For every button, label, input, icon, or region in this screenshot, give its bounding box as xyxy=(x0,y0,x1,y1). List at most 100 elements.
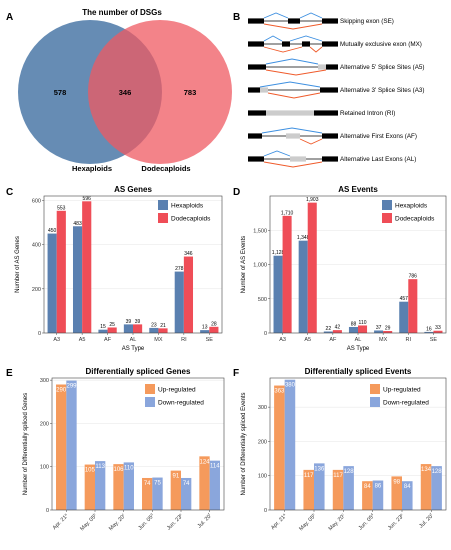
exon-block xyxy=(320,87,338,93)
venn-right-name: Dodecaploids xyxy=(141,164,190,173)
x-tick-superscript: f xyxy=(207,512,211,516)
bar xyxy=(200,330,210,333)
bar xyxy=(273,255,283,333)
bar-value-label: 16 xyxy=(426,326,432,332)
bar xyxy=(123,462,134,510)
y-axis-label: Number of Differentially spliced Events xyxy=(241,393,247,496)
legend-label: Up-regulated xyxy=(383,387,421,394)
bar xyxy=(362,481,373,510)
bar-value-label: 91 xyxy=(172,474,179,480)
x-tick-label: Jul. 20f xyxy=(196,512,213,529)
bar xyxy=(142,477,153,510)
exon-block xyxy=(248,156,264,162)
legend-label: Down-regulated xyxy=(158,400,204,407)
exon-block xyxy=(248,18,264,24)
x-tick-label: Apr. 21a xyxy=(51,512,70,531)
chart-title: Differentially spliced Events xyxy=(305,367,412,376)
bar-value-label: 21 xyxy=(160,323,166,329)
bar-value-label: 113 xyxy=(95,464,105,470)
x-tick-superscript: e xyxy=(399,512,403,516)
bar-value-label: 37 xyxy=(376,325,382,331)
exon-block xyxy=(282,41,290,47)
panel-label-d: D xyxy=(233,187,240,198)
bar xyxy=(399,301,409,333)
bar-value-label: 75 xyxy=(154,481,161,487)
bar xyxy=(372,480,384,510)
bar xyxy=(314,463,325,510)
bar xyxy=(383,331,393,333)
x-tick-superscript: b xyxy=(311,512,315,516)
splice-junction xyxy=(261,127,323,134)
splice-event-row: Alternative 3' Splice Sites (A3) xyxy=(248,81,425,99)
bar xyxy=(391,476,402,510)
bar xyxy=(420,464,432,510)
bar xyxy=(284,379,296,510)
bar-value-label: 363 xyxy=(274,389,285,395)
splice-junction xyxy=(267,92,321,99)
bar-value-label: 110 xyxy=(124,465,134,471)
y-axis-label: Number of AS Genes xyxy=(15,236,21,293)
splice-junction xyxy=(309,46,323,53)
bar-value-label: 86 xyxy=(375,484,382,490)
splice-event-row: Alternative 5' Splice Sites (A5) xyxy=(248,58,425,76)
bar xyxy=(298,240,308,333)
bar-value-label: 39 xyxy=(135,319,141,325)
chart-ds-events: Differentially spliced Events 0 100 200 300 3… xyxy=(241,367,447,532)
y-tick-label: 100 xyxy=(40,465,49,471)
splice-event-row: Alternative Last Exons (AL) xyxy=(248,150,416,168)
bar-value-label: 1,348 xyxy=(297,235,310,241)
bar xyxy=(209,326,219,333)
bar-value-label: 457 xyxy=(400,296,409,302)
x-tick-superscript: c xyxy=(341,512,345,516)
bar-value-label: 39 xyxy=(126,319,132,325)
bar xyxy=(84,464,95,510)
bar-value-label: 84 xyxy=(404,484,411,490)
bar xyxy=(174,271,184,333)
chart-as-genes: AS Genes 0 200 400 600 450 553 A3 483 596 A5 15 25 AF… xyxy=(15,185,223,352)
y-tick-label: 600 xyxy=(32,198,41,204)
exon-block xyxy=(314,110,338,116)
splice-event-row: Skipping exon (SE) xyxy=(248,12,394,30)
y-axis-label: Number of Differentially spliced Genes xyxy=(23,393,29,495)
x-axis-label: AS Type xyxy=(347,346,370,352)
exon-block xyxy=(248,41,264,47)
bar xyxy=(66,380,77,510)
x-tick-label: SE xyxy=(206,337,214,343)
bar xyxy=(158,328,168,333)
bar xyxy=(424,331,434,333)
splice-event-label: Skipping exon (SE) xyxy=(340,18,394,25)
bar xyxy=(82,201,92,333)
exon-block xyxy=(248,133,262,139)
y-tick-label: 0 xyxy=(38,331,41,337)
bar xyxy=(181,477,192,510)
bar xyxy=(113,464,124,510)
x-tick-label: A3 xyxy=(279,337,286,343)
bar-value-label: 110 xyxy=(359,320,367,326)
exon-block xyxy=(302,41,310,47)
legend-swatch xyxy=(145,397,155,407)
splice-junction xyxy=(299,138,323,145)
exon-block xyxy=(326,64,338,70)
y-tick-label: 500 xyxy=(258,297,267,303)
legend-label: Down-regulated xyxy=(383,400,429,407)
exon-block xyxy=(248,64,266,70)
splice-junction xyxy=(263,23,323,30)
bar xyxy=(47,233,57,333)
x-tick-label: A5 xyxy=(79,337,86,343)
venn-right-count: 783 xyxy=(184,88,197,97)
x-tick-label: Jun. 05d xyxy=(357,512,376,531)
chart-ds-genes: Differentially spliced Genes 0 100 200 300 29… xyxy=(23,367,225,532)
bar xyxy=(183,256,194,333)
x-tick-label: A5 xyxy=(304,337,311,343)
exon-block xyxy=(248,87,260,93)
bar-value-label: 84 xyxy=(364,484,371,490)
bar xyxy=(433,330,443,333)
x-tick-label: May. 20c xyxy=(327,512,347,532)
bar xyxy=(152,477,163,510)
bar-value-label: 33 xyxy=(435,325,441,331)
splice-event-label: Retained Intron (RI) xyxy=(340,110,395,117)
panel-label-e: E xyxy=(6,368,13,379)
splice-event-row: Mutually exclusive exon (MX) xyxy=(248,35,422,53)
bar-value-label: 278 xyxy=(175,266,184,272)
splice-event-row: Alternative First Exons (AF) xyxy=(248,127,417,145)
